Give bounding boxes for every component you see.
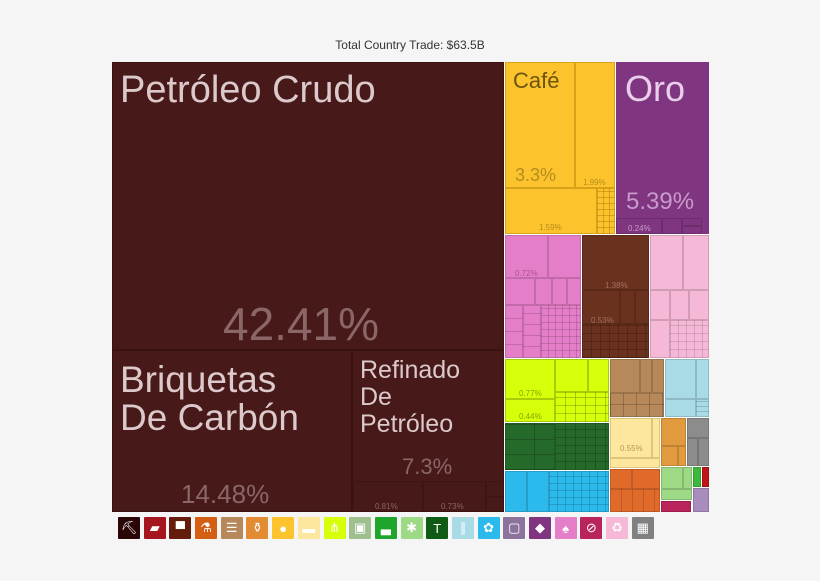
bottle-icon[interactable]: ⚱ (246, 517, 269, 539)
treemap-cell-foodstuffs[interactable]: 0.55% (610, 418, 660, 468)
cell-share-small: 0.44% (519, 412, 542, 421)
treemap-cell-transportation[interactable] (665, 359, 709, 417)
shoe-icon[interactable]: ▃ (374, 517, 397, 539)
treemap-cell-footwear[interactable] (693, 467, 701, 487)
cell-label: Refinado De Petróleo (360, 356, 461, 438)
treemap-cell-light-pink[interactable] (650, 235, 709, 358)
cell-share-small: 0.24% (628, 224, 651, 233)
briefcase-icon[interactable]: ▣ (349, 517, 372, 539)
cell-share-small: 1.59% (539, 223, 562, 232)
cell-share-small: 0.77% (519, 389, 542, 398)
scroll-icon[interactable]: ☰ (220, 517, 243, 539)
anvil-icon[interactable]: ▀ (169, 517, 192, 539)
treemap-cell-petroleo-crudo[interactable]: Petróleo Crudo 42.41% (112, 62, 504, 350)
cell-share: 3.3% (515, 165, 557, 185)
cell-share-small: 0.53% (591, 316, 614, 325)
recycle-icon[interactable]: ♻ (606, 517, 629, 539)
bomb-icon[interactable]: ♠ (554, 517, 577, 539)
cell-label: Briquetas De Carbón (120, 359, 299, 438)
metal-bar-icon[interactable]: ▰ (143, 517, 166, 539)
cell-share-small: 1.99% (583, 178, 606, 187)
cell-share: 14.48% (181, 479, 270, 509)
tomato-icon[interactable]: ● (272, 517, 295, 539)
diamond-icon[interactable]: ◆ (529, 517, 551, 539)
cell-share: 42.41% (223, 298, 380, 350)
treemap-cell-oro[interactable]: Oro 5.39% 0.24% (616, 62, 709, 234)
cell-share-small: 1.38% (605, 281, 628, 290)
treemap-cell-refinado-de-petroleo[interactable]: Refinado De Petróleo 7.3% 0.81% 0.73% (352, 350, 504, 512)
treemap-cell-briquetas-de-carbon[interactable]: Briquetas De Carbón 14.48% (112, 350, 352, 512)
treemap-cell-brown[interactable]: 1.38% 0.53% (582, 235, 649, 358)
treemap-cell-textiles[interactable] (505, 423, 609, 470)
gears-icon[interactable]: ✿ (477, 517, 500, 539)
cell-label: Café (513, 68, 560, 93)
treemap-cell-paper-goods[interactable] (610, 359, 664, 417)
treemap-cell-machines[interactable] (505, 471, 609, 512)
treemap-cell-arts[interactable] (693, 488, 709, 512)
treemap: Petróleo Crudo 42.41% Briquetas De Carbó… (112, 62, 709, 512)
wheat-icon[interactable]: ⋔ (323, 517, 346, 539)
shirt-icon[interactable]: T (426, 517, 449, 539)
cell-share: 5.39% (626, 188, 695, 215)
flask-icon[interactable]: ⚗ (195, 517, 218, 539)
cell-share-small: 0.73% (441, 502, 464, 511)
treemap-cell-vegetable-products[interactable]: 0.77% 0.44% (505, 359, 609, 422)
road-icon[interactable]: ∥ (451, 517, 474, 539)
misc-icon[interactable]: ⊘ (580, 517, 603, 539)
legend-icon-bar: ⛏ ▰ ▀ ⚗ ☰ ⚱ ● ▬ ⋔ ▣ ▃ ✱ T ∥ ✿ ▢ ◆ ♠ ⊘ ♻ … (118, 517, 654, 541)
treemap-cell-metals-small[interactable] (702, 467, 709, 487)
cow-icon[interactable]: ▬ (297, 517, 320, 539)
cell-label: Oro (625, 68, 686, 109)
cell-share-small: 0.81% (375, 502, 398, 511)
pickaxe-icon[interactable]: ⛏ (118, 517, 140, 539)
picture-frame-icon[interactable]: ▢ (503, 517, 526, 539)
treemap-cell-plastics[interactable] (661, 418, 686, 466)
cell-share-small: 0.55% (620, 444, 643, 453)
box-icon[interactable]: ▦ (631, 517, 654, 539)
chart-title: Total Country Trade: $63.5B (335, 38, 485, 52)
cell-share: 7.3% (402, 454, 453, 479)
treemap-cell-miscellaneous[interactable] (661, 501, 691, 512)
cell-label: Petróleo Crudo (120, 69, 376, 111)
hide-icon[interactable]: ✱ (400, 517, 423, 539)
treemap-cell-dark-orange[interactable] (610, 469, 660, 512)
treemap-cell-cafe[interactable]: Café 3.3% 1.99% 1.59% (505, 62, 615, 234)
cell-share-small: 0.72% (515, 269, 538, 278)
treemap-cell-animal-hides[interactable] (661, 467, 692, 500)
treemap-cell-unspecified[interactable] (687, 418, 709, 466)
treemap-cell-chemicals[interactable]: 0.72% (505, 235, 581, 358)
